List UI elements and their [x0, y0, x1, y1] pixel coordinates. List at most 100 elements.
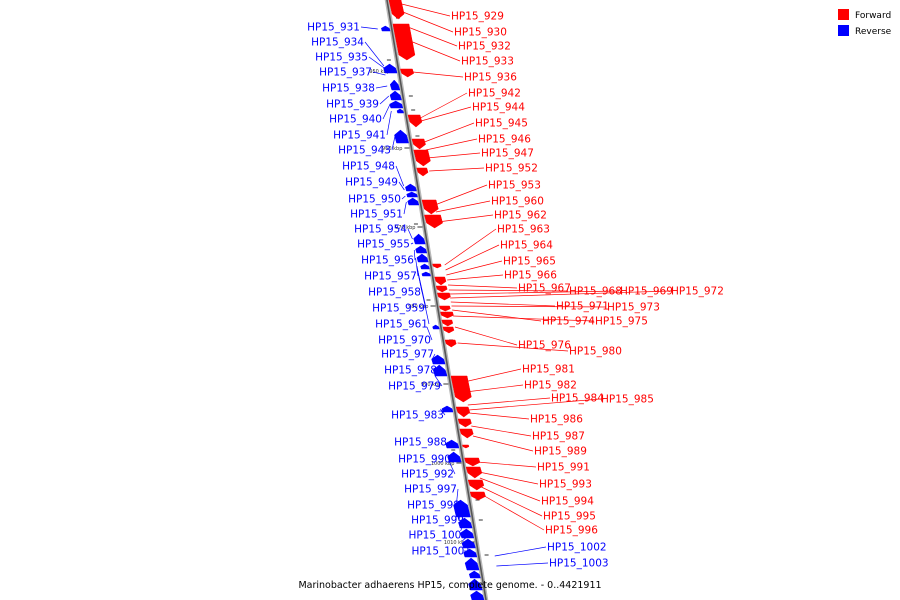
- reverse-gene-arrow: [383, 63, 398, 74]
- gene-label: HP15_976: [518, 340, 571, 352]
- leader-line: [425, 138, 478, 151]
- leader-line: [455, 488, 459, 506]
- leader-line: [469, 412, 530, 420]
- leader-line: [375, 85, 388, 89]
- gene-label: HP15_997: [404, 484, 457, 496]
- reverse-gene-arrow: [406, 191, 418, 198]
- gene-label: HP15_957: [364, 271, 417, 283]
- gene-label: HP15_944: [472, 102, 525, 114]
- leader-line: [445, 244, 500, 271]
- leader-line: [482, 494, 545, 531]
- leader-line: [448, 284, 518, 289]
- leader-line: [412, 71, 464, 78]
- forward-gene-arrow: [444, 339, 457, 348]
- gene-label: HP15_984: [551, 393, 604, 405]
- gene-label: HP15_1001: [411, 546, 471, 558]
- gene-label: HP15_936: [464, 72, 517, 84]
- reverse-gene-arrow: [458, 517, 473, 529]
- gene-label: HP15_993: [539, 479, 592, 491]
- gene-label: HP15_947: [481, 148, 534, 160]
- gene-label: HP15_990: [398, 454, 451, 466]
- leader-line: [435, 200, 491, 213]
- forward-gene-arrow: [416, 167, 429, 177]
- reverse-gene-arrow: [441, 405, 454, 413]
- gene-label: HP15_985: [601, 394, 654, 406]
- reverse-gene-arrow: [405, 183, 417, 192]
- reverse-gene-arrow: [415, 245, 428, 254]
- gene-label: HP15_941: [333, 130, 386, 142]
- leader-line: [410, 242, 414, 245]
- leader-line: [402, 11, 454, 33]
- leader-line: [382, 103, 391, 120]
- gene-label: HP15_970: [378, 335, 431, 347]
- reverse-gene-arrow: [416, 253, 429, 263]
- leader-line: [364, 41, 385, 67]
- leader-line: [451, 305, 607, 308]
- gene-label: HP15_973: [607, 302, 660, 314]
- gene-label: HP15_956: [361, 255, 414, 267]
- leader-line: [468, 398, 601, 411]
- leader-line: [467, 397, 551, 406]
- leader-line: [440, 408, 446, 416]
- gene-label: HP15_996: [545, 525, 598, 537]
- tick-label: 990 kbp: [421, 382, 441, 388]
- reverse-gene-arrow: [420, 263, 430, 270]
- forward-gene-arrow: [464, 457, 481, 467]
- genome-caption: Marinobacter adhaerens HP15, complete ge…: [298, 580, 601, 591]
- leader-line: [434, 375, 443, 387]
- gene-label: HP15_972: [671, 286, 724, 298]
- leader-line: [454, 326, 518, 346]
- reverse-gene-arrow: [432, 324, 440, 330]
- forward-gene-arrow: [441, 319, 454, 327]
- leader-line: [450, 301, 556, 307]
- reverse-gene-arrow: [459, 528, 475, 539]
- gene-label: HP15_988: [394, 437, 447, 449]
- leader-line: [401, 3, 451, 17]
- leader-line: [452, 309, 542, 322]
- forward-gene-arrow: [411, 138, 426, 150]
- forward-gene-arrow: [442, 326, 455, 334]
- gene-label: HP15_986: [530, 414, 583, 426]
- leader-line: [420, 106, 472, 122]
- reverse-gene-arrow: [413, 233, 426, 245]
- leader-line: [448, 461, 456, 475]
- genome-backbone: [384, 0, 489, 600]
- reverse-gene-arrow: [389, 90, 402, 101]
- reverse-gene-arrow: [421, 271, 431, 277]
- forward-gene-arrow: [388, 0, 405, 20]
- gene-label: HP15_948: [342, 161, 395, 173]
- leader-line: [444, 228, 497, 266]
- gene-label: HP15_979: [388, 381, 441, 393]
- leader-line: [457, 342, 569, 352]
- gene-label: HP15_978: [384, 365, 437, 377]
- reverse-gene-arrow: [468, 578, 483, 591]
- gene-label: HP15_982: [524, 380, 577, 392]
- gene-label: HP15_965: [503, 256, 556, 268]
- gene-label: HP15_975: [595, 316, 648, 328]
- gene-label: HP15_1002: [547, 542, 607, 554]
- leader-line: [448, 289, 569, 292]
- leader-line: [372, 71, 386, 76]
- leader-line: [391, 134, 396, 151]
- gene-label: HP15_983: [391, 410, 444, 422]
- gene-label: HP15_955: [357, 239, 410, 251]
- gene-label: HP15_966: [504, 270, 557, 282]
- reverse-gene-arrow: [470, 590, 485, 600]
- leader-line: [407, 39, 461, 62]
- leader-line: [437, 214, 494, 223]
- leader-line: [481, 486, 543, 517]
- reverse-gene-arrow: [453, 499, 471, 518]
- gene-label: HP15_949: [345, 177, 398, 189]
- reverse-gene-arrow: [464, 557, 480, 571]
- tick-label: 950 kbp: [369, 69, 389, 75]
- gene-label: HP15_1000: [408, 530, 468, 542]
- legend-label-forward: Forward: [855, 11, 891, 21]
- leader-line: [458, 504, 462, 522]
- gene-label: HP15_952: [485, 163, 538, 175]
- gene-label: HP15_934: [311, 37, 364, 49]
- leader-line: [463, 368, 522, 383]
- forward-gene-arrow: [407, 114, 423, 128]
- gene-label: HP15_981: [522, 364, 575, 376]
- leader-line: [478, 471, 539, 485]
- forward-gene-arrow: [459, 428, 474, 439]
